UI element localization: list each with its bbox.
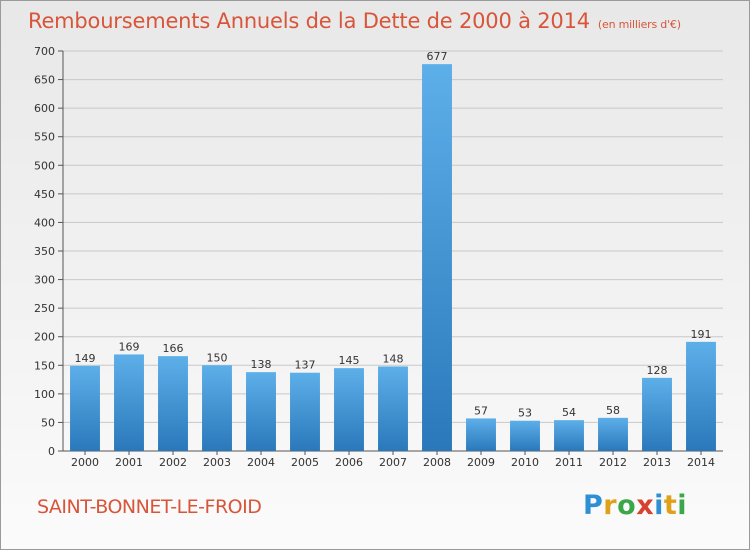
y-tick-label: 700 (34, 45, 55, 58)
bar (642, 377, 672, 451)
x-tick-label: 2005 (291, 456, 319, 469)
bar (158, 356, 188, 451)
proxiti-logo: Proxiti (583, 490, 687, 521)
logo-letter: i (677, 490, 688, 521)
logo-letter: x (636, 490, 655, 521)
data-label: 150 (207, 351, 228, 364)
y-tick-label: 350 (34, 245, 55, 258)
title-text: Remboursements Annuels de la Dette de 20… (28, 9, 590, 33)
bar (466, 418, 496, 451)
x-tick-label: 2000 (71, 456, 99, 469)
x-tick-label: 2003 (203, 456, 231, 469)
commune-name: SAINT-BONNET-LE-FROID (37, 496, 262, 518)
x-tick-label: 2004 (247, 456, 275, 469)
data-label: 145 (339, 354, 360, 367)
unit-label: (en milliers d'€) (597, 18, 681, 31)
y-tick-label: 150 (34, 359, 55, 372)
bar (334, 368, 364, 451)
logo-letter: t (663, 490, 678, 521)
x-tick-label: 2006 (335, 456, 363, 469)
x-tick-label: 2007 (379, 456, 407, 469)
y-tick-label: 0 (48, 445, 55, 458)
x-tick-label: 2010 (511, 456, 539, 469)
y-tick-label: 650 (34, 74, 55, 87)
y-tick-label: 600 (34, 102, 55, 115)
bar (202, 365, 232, 451)
x-tick-label: 2011 (555, 456, 583, 469)
bar (246, 372, 276, 451)
y-tick-label: 400 (34, 216, 55, 229)
y-tick-label: 450 (34, 188, 55, 201)
bar (422, 64, 452, 451)
data-label: 169 (119, 340, 140, 353)
bar (510, 420, 540, 451)
bar (554, 420, 584, 451)
logo-letter: P (583, 490, 604, 521)
chart-title: Remboursements Annuels de la Dette de 20… (28, 9, 681, 33)
y-tick-label: 200 (34, 331, 55, 344)
data-label: 137 (295, 359, 316, 372)
bar (70, 365, 100, 451)
data-label: 54 (562, 406, 576, 419)
data-label: 128 (647, 364, 668, 377)
logo-letter: i (654, 490, 664, 521)
data-label: 57 (474, 404, 488, 417)
data-label: 138 (251, 358, 272, 371)
data-label: 58 (606, 404, 620, 417)
y-tick-label: 500 (34, 159, 55, 172)
data-label: 53 (518, 407, 532, 420)
logo-letter: o (617, 490, 637, 521)
y-tick-label: 100 (34, 388, 55, 401)
data-label: 148 (383, 352, 404, 365)
x-tick-label: 2008 (423, 456, 451, 469)
bar (598, 417, 628, 451)
data-label: 677 (427, 50, 448, 63)
y-tick-label: 50 (41, 416, 55, 429)
bar (114, 354, 144, 451)
data-label: 166 (163, 342, 184, 355)
data-label: 149 (75, 352, 96, 365)
bar (290, 372, 320, 451)
x-tick-label: 2001 (115, 456, 143, 469)
y-tick-label: 550 (34, 131, 55, 144)
y-tick-label: 250 (34, 302, 55, 315)
bars (70, 64, 716, 451)
y-tick-label: 300 (34, 274, 55, 287)
logo-letter: r (603, 490, 618, 521)
x-tick-label: 2013 (643, 456, 671, 469)
labels: 0 50 100 150 200 250 300 350 400 450 500 550 600 650 7… (34, 45, 715, 469)
x-tick-label: 2014 (687, 456, 715, 469)
x-tick-label: 2002 (159, 456, 187, 469)
bar (378, 366, 408, 451)
x-tick-label: 2012 (599, 456, 627, 469)
x-tick-label: 2009 (467, 456, 495, 469)
data-label: 191 (691, 328, 712, 341)
bar (686, 341, 716, 451)
